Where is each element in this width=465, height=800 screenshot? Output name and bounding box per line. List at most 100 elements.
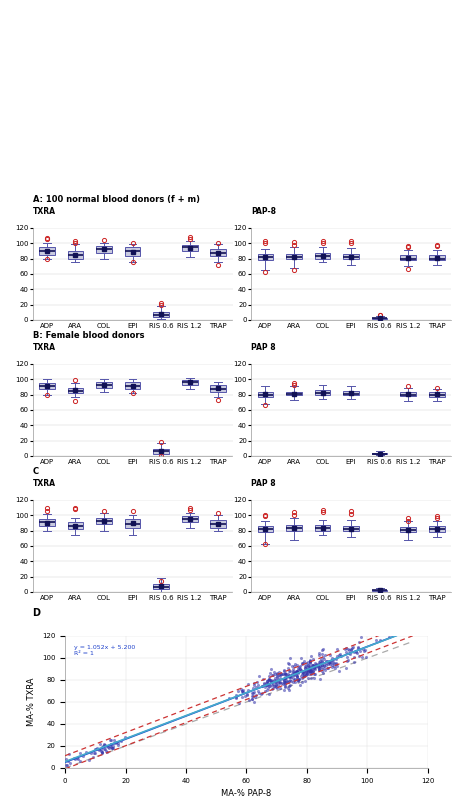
Point [300, 670, 308, 682]
Point [263, 674, 271, 687]
Point [272, 674, 280, 686]
Point [309, 665, 317, 678]
Point [282, 672, 289, 685]
Point [299, 657, 307, 670]
PathPatch shape [182, 245, 198, 251]
Point [271, 680, 278, 693]
Point [346, 648, 353, 661]
Point [312, 658, 319, 671]
Point [263, 684, 271, 697]
PathPatch shape [400, 392, 416, 396]
Point [255, 670, 262, 682]
Point [265, 682, 272, 694]
Point [333, 643, 340, 656]
Point [293, 670, 300, 683]
Point [286, 665, 293, 678]
Point [72, 753, 79, 766]
Point [266, 673, 273, 686]
Point [280, 664, 287, 677]
Point [318, 648, 325, 661]
Point [76, 754, 84, 767]
Point [293, 665, 300, 678]
PathPatch shape [39, 519, 55, 526]
Point [285, 684, 292, 697]
PathPatch shape [125, 519, 140, 528]
PathPatch shape [400, 255, 416, 260]
Point [291, 666, 299, 678]
Point [100, 743, 107, 756]
Point [108, 742, 116, 754]
Point [261, 681, 269, 694]
Point [316, 662, 323, 675]
Point [268, 674, 275, 687]
Point [263, 677, 270, 690]
Point [282, 677, 289, 690]
Point [289, 664, 297, 677]
Point [327, 656, 334, 669]
Point [345, 647, 353, 660]
Point [329, 651, 336, 664]
Point [300, 665, 308, 678]
Point [319, 665, 326, 678]
Point [250, 678, 257, 691]
PathPatch shape [429, 526, 445, 532]
Point [281, 667, 288, 680]
Point [350, 646, 358, 658]
Point [288, 674, 295, 687]
Point [281, 684, 288, 697]
Point [291, 660, 298, 673]
Point [91, 747, 98, 760]
Point [107, 738, 115, 750]
Point [356, 645, 364, 658]
Point [264, 678, 271, 691]
Point [306, 665, 314, 678]
Point [265, 679, 272, 692]
Point [326, 655, 333, 668]
Point [323, 654, 330, 667]
Point [294, 675, 302, 688]
Point [353, 646, 360, 659]
Point [283, 674, 290, 687]
Point [65, 748, 73, 761]
Point [308, 666, 316, 678]
Point [114, 737, 121, 750]
Point [93, 742, 101, 754]
Point [87, 747, 95, 760]
Point [337, 650, 344, 662]
Point [328, 654, 336, 666]
Point [251, 695, 258, 708]
Point [329, 654, 337, 666]
Point [362, 644, 369, 657]
Point [325, 656, 332, 669]
Point [121, 730, 129, 743]
Point [273, 666, 281, 679]
Point [293, 666, 301, 678]
Point [326, 658, 333, 670]
Text: B: Female blood donors: B: Female blood donors [33, 331, 144, 340]
Point [279, 677, 287, 690]
Point [266, 674, 274, 686]
Point [62, 758, 69, 771]
Point [103, 746, 111, 758]
Point [281, 672, 289, 685]
Text: TXRA: TXRA [33, 207, 55, 216]
Point [355, 641, 362, 654]
Point [315, 646, 323, 659]
Point [356, 635, 363, 648]
Point [82, 746, 90, 758]
Point [299, 658, 306, 671]
Point [321, 662, 328, 674]
Point [296, 663, 303, 676]
Point [63, 758, 71, 771]
Point [266, 673, 273, 686]
Point [284, 675, 292, 688]
Point [232, 691, 240, 704]
PathPatch shape [125, 382, 140, 390]
Point [316, 655, 324, 668]
Point [98, 746, 106, 758]
Point [322, 649, 329, 662]
Point [296, 672, 303, 685]
Point [304, 656, 312, 669]
Point [298, 657, 306, 670]
PathPatch shape [343, 526, 359, 531]
